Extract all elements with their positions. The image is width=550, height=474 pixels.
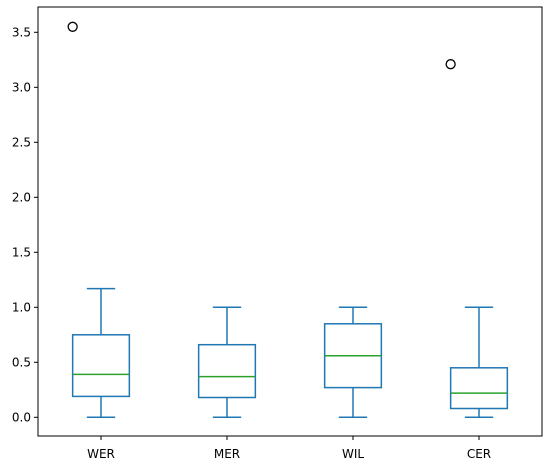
- y-axis: 0.0 0.5 1.0 1.5 2.0 2.5 3.0 3.5: [12, 25, 38, 424]
- y-tick-label: 2.5: [12, 135, 31, 149]
- x-tick-label: CER: [467, 447, 491, 461]
- y-tick-label: 1.0: [12, 300, 31, 314]
- x-tick-label: WER: [87, 447, 115, 461]
- y-tick-label: 0.5: [12, 355, 31, 369]
- box-wil: [323, 306, 383, 419]
- y-tick-label: 1.5: [12, 245, 31, 259]
- box-wer: [67, 21, 131, 419]
- outlier-point: [445, 59, 456, 70]
- y-tick-label: 3.5: [12, 25, 31, 39]
- y-tick-label: 2.0: [12, 190, 31, 204]
- box-iqr: [449, 367, 509, 410]
- box-iqr: [71, 334, 131, 398]
- x-tick-label: MER: [214, 447, 240, 461]
- x-axis: WER MER WIL CER: [87, 436, 491, 461]
- box-cer: [445, 59, 509, 419]
- y-tick-label: 3.0: [12, 80, 31, 94]
- box-iqr: [197, 343, 257, 399]
- plot-frame: [37, 6, 543, 437]
- x-tick-label: WIL: [342, 447, 364, 461]
- box-mer: [197, 306, 257, 419]
- outlier-point: [67, 21, 78, 32]
- y-tick-label: 0.0: [12, 410, 31, 424]
- boxes-group: [67, 21, 509, 419]
